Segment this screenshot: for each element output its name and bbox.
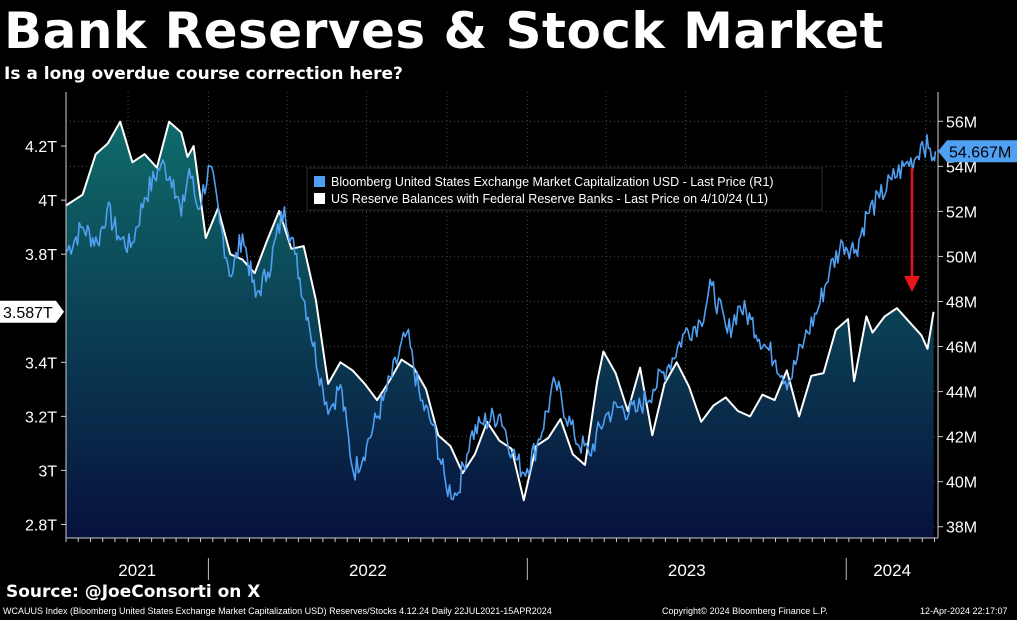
left-tick-label: 3.8T (25, 247, 57, 264)
left-tick-label: 3.4T (25, 355, 57, 372)
footer-center: Copyright© 2024 Bloomberg Finance L.P. (662, 606, 828, 616)
axes: 2.8T 3T 3.2T 3.4T 3.8T 4T 4.2T 38M 40M 42M 44M 46M 4… (0, 92, 1017, 580)
right-tick-label: 44M (946, 385, 977, 402)
right-tick-label: 38M (946, 520, 977, 537)
legend-swatch (314, 193, 325, 204)
right-tick-label: 56M (946, 114, 977, 131)
left-tick-label: 2.8T (25, 517, 57, 534)
year-label: 2024 (873, 561, 911, 580)
left-last-value: 3.587T (3, 305, 53, 322)
left-tick-label: 3.2T (25, 409, 57, 426)
footer-left: WCAUUS Index (Bloomberg United States Ex… (3, 606, 552, 616)
year-label: 2021 (118, 561, 156, 580)
legend-box (306, 167, 823, 211)
market-cap-line (65, 134, 937, 501)
legend: Bloomberg United States Exchange Market … (306, 167, 823, 211)
left-tick-label: 3T (38, 463, 57, 480)
chart-title: Bank Reserves & Stock Market (4, 2, 884, 60)
reserves-area-fill (66, 121, 934, 538)
source-credit: Source: @JoeConsorti on X (6, 582, 261, 602)
reserves-line (65, 120, 935, 502)
right-tick-label: 48M (946, 294, 977, 311)
left-last-value-tag (0, 300, 64, 323)
reserves-area (66, 121, 934, 538)
chart-subtitle: Is a long overdue course correction here… (4, 64, 403, 84)
legend-swatch (314, 176, 325, 187)
legend-entry: Bloomberg United States Exchange Market … (331, 175, 774, 189)
year-label: 2023 (668, 561, 706, 580)
footer-right: 12-Apr-2024 22:17:07 (920, 606, 1008, 616)
right-tick-label: 40M (946, 475, 977, 492)
right-tick-label: 54M (946, 159, 977, 176)
right-last-value: 54.667M (949, 144, 1011, 161)
year-label: 2022 (349, 561, 387, 580)
series-lines (65, 120, 937, 502)
right-last-value-tag (938, 140, 1017, 163)
right-tick-label: 50M (946, 249, 977, 266)
annotations (904, 168, 920, 292)
left-tick-label: 4T (38, 193, 57, 210)
right-tick-label: 46M (946, 340, 977, 357)
right-tick-label: 52M (946, 204, 977, 221)
left-tick-label: 4.2T (25, 139, 57, 156)
legend-entry: US Reserve Balances with Federal Reserve… (331, 192, 768, 206)
right-tick-label: 42M (946, 430, 977, 447)
down-arrow-icon (904, 276, 920, 292)
